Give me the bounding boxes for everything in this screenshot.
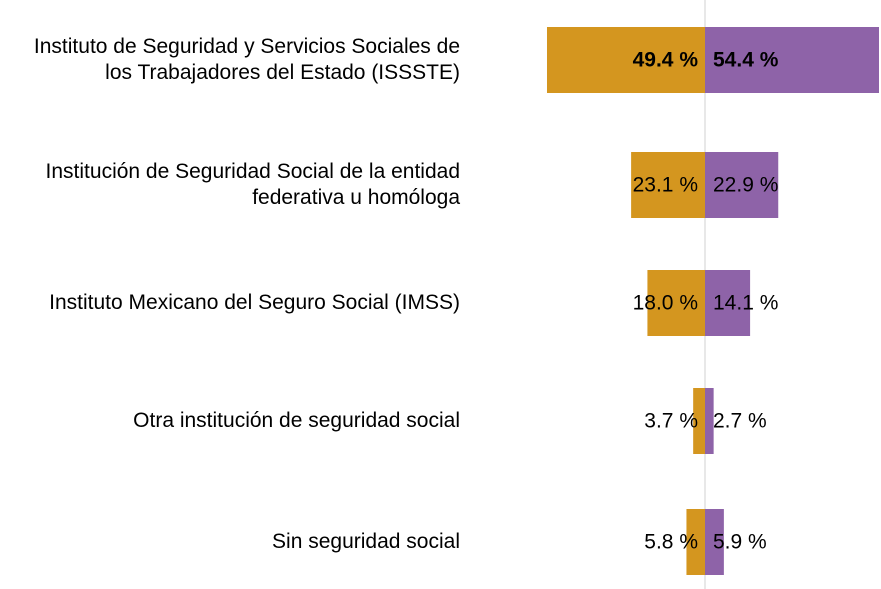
value-label: 22.9 % xyxy=(713,174,778,197)
category-label: Instituto de Seguridad y Servicios Socia… xyxy=(33,35,460,84)
bar xyxy=(647,270,705,336)
category-label: Instituto Mexicano del Seguro Social (IM… xyxy=(49,291,460,314)
value-label: 5.8 % xyxy=(644,531,698,554)
category-label: Sin seguridad social xyxy=(272,530,460,553)
bar xyxy=(705,509,724,575)
value-label: 54.4 % xyxy=(713,49,779,72)
value-label: 5.9 % xyxy=(713,531,767,554)
value-label: 49.4 % xyxy=(633,49,699,72)
bar xyxy=(705,27,879,93)
bar xyxy=(693,388,705,454)
bar xyxy=(631,152,705,218)
bar xyxy=(686,509,705,575)
value-label: 23.1 % xyxy=(633,174,698,197)
value-label: 18.0 % xyxy=(633,292,698,315)
value-label: 14.1 % xyxy=(713,292,778,315)
bar xyxy=(705,270,751,336)
value-label: 2.7 % xyxy=(713,410,767,433)
category-label: Otra institución de seguridad social xyxy=(133,409,460,432)
value-label: 3.7 % xyxy=(644,410,698,433)
category-label: Institución de Seguridad Social de la en… xyxy=(45,160,460,209)
bar xyxy=(705,388,714,454)
bar xyxy=(546,27,705,93)
bar xyxy=(705,152,779,218)
